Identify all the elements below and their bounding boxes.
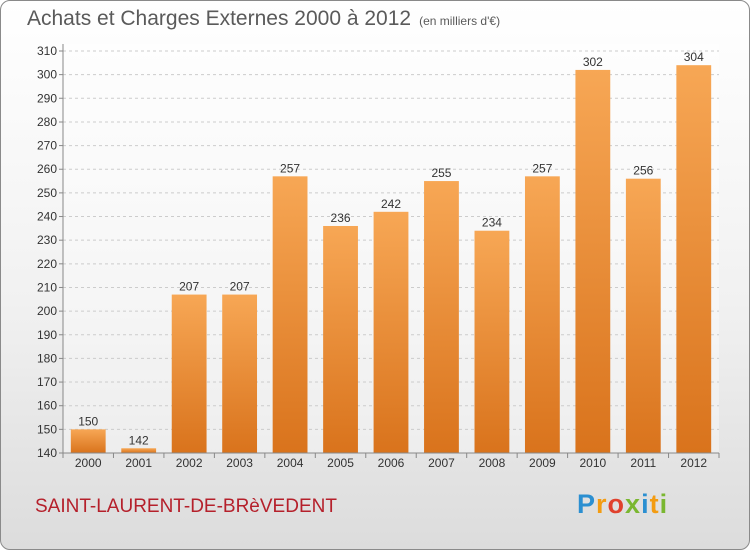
y-tick-label: 280	[37, 115, 57, 129]
data-label-2004: 257	[280, 161, 300, 175]
x-tick-label: 2009	[529, 456, 556, 470]
x-tick-label: 2000	[75, 456, 102, 470]
y-tick-label: 260	[37, 162, 57, 176]
x-tick-label: 2011	[630, 456, 656, 470]
data-label-2009: 257	[532, 161, 552, 175]
bar-2005	[323, 225, 358, 453]
y-tick-label: 300	[37, 68, 57, 82]
bar-2007	[424, 181, 459, 453]
y-tick-label: 310	[37, 44, 57, 58]
x-tick-label: 2003	[226, 456, 253, 470]
bar-2008	[474, 230, 510, 453]
y-tick-label: 250	[37, 186, 57, 200]
y-tick-label: 150	[37, 422, 57, 436]
x-tick-label: 2001	[125, 456, 152, 470]
data-label-2000: 150	[78, 414, 98, 428]
y-tick-label: 240	[37, 210, 57, 224]
chart-title-main: Achats et Charges Externes 2000 à 2012	[27, 7, 412, 30]
y-tick-label: 230	[37, 233, 57, 247]
bar-2004	[272, 176, 308, 453]
y-tick-label: 190	[37, 328, 57, 342]
bar-2003	[222, 294, 258, 453]
bar-2009	[524, 176, 560, 453]
y-tick-label: 270	[37, 139, 57, 153]
y-tick-label: 290	[37, 91, 57, 105]
bar-2006	[373, 211, 409, 453]
data-label-2012: 304	[684, 50, 704, 64]
y-axis-ticks: 140 150 160 170 180 190 200 210 220 230 240 250 260 2…	[37, 44, 63, 460]
y-tick-label: 210	[37, 280, 57, 294]
bar-2000	[70, 429, 106, 453]
bar-2002	[171, 294, 207, 453]
bar-2001	[121, 448, 157, 453]
y-tick-label: 140	[37, 446, 57, 460]
y-tick-label: 200	[37, 304, 57, 318]
x-tick-label: 2012	[680, 456, 707, 470]
data-label-2001: 142	[129, 433, 149, 447]
y-tick-label: 220	[37, 257, 57, 271]
proxiti-logo: Proxiti	[577, 489, 669, 519]
x-axis-ticks: 2000 2001 2002 2003 2004 2005 2006 2007 2008 2009…	[62, 453, 720, 470]
data-label-2003: 207	[230, 280, 250, 294]
chart-title: Achats et Charges Externes 2000 à 2012 (e…	[27, 7, 500, 31]
data-label-2008: 234	[482, 216, 502, 230]
data-label-2011: 256	[633, 164, 653, 178]
x-tick-label: 2006	[378, 456, 405, 470]
data-label-2005: 236	[331, 211, 351, 225]
data-label-2002: 207	[179, 280, 199, 294]
data-label-2010: 302	[583, 55, 603, 69]
y-tick-label: 160	[37, 399, 57, 413]
bar-2010	[575, 69, 611, 453]
bar-2012	[676, 65, 712, 453]
bar-2011	[625, 178, 661, 453]
x-tick-label: 2002	[176, 456, 203, 470]
x-tick-label: 2004	[277, 456, 304, 470]
y-tick-label: 180	[37, 351, 57, 365]
commune-name: SAINT-LAURENT-DE-BRèVEDENT	[35, 496, 337, 517]
x-tick-label: 2007	[428, 456, 455, 470]
y-tick-label: 170	[37, 375, 57, 389]
bars	[70, 65, 712, 453]
chart-title-unit: (en milliers d'€)	[419, 14, 501, 28]
x-tick-label: 2008	[479, 456, 506, 470]
x-tick-label: 2010	[579, 456, 606, 470]
x-tick-label: 2005	[327, 456, 354, 470]
data-label-2006: 242	[381, 197, 401, 211]
data-label-2007: 255	[431, 166, 451, 180]
data-labels: 150 142 207 207 257 236 242 255 234 257 302 256 304	[78, 50, 704, 447]
